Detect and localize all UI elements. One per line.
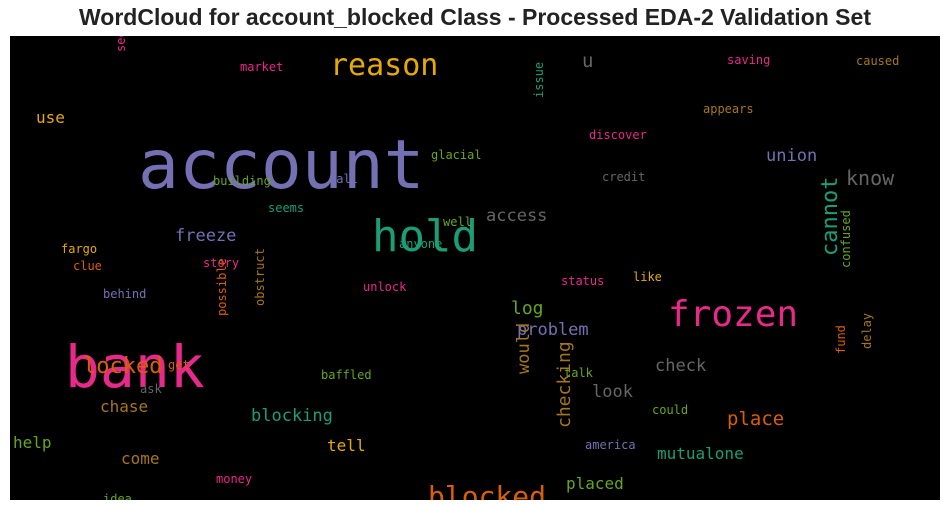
wordcloud-canvas: account bank hold frozen reason blocked cannot… (10, 36, 940, 500)
word-look: look (592, 382, 633, 402)
word-idea: idea (103, 492, 132, 500)
word-placed: placed (566, 474, 624, 493)
word-like: like (633, 270, 662, 284)
word-appears: appears (703, 102, 754, 116)
word-fund: fund (834, 325, 848, 354)
word-caused: caused (856, 54, 899, 68)
word-blocked: blocked (428, 480, 546, 500)
word-story: story (203, 256, 239, 270)
word-union: union (766, 146, 817, 166)
word-discover: discover (589, 128, 647, 142)
wordcloud-svg: account bank hold frozen reason blocked cannot… (13, 36, 899, 500)
word-seems: seems (268, 201, 304, 215)
word-behind: behind (103, 287, 146, 301)
word-building: building (213, 174, 271, 188)
word-cannot: cannot (818, 177, 843, 256)
word-bank: bank (65, 333, 205, 401)
word-confused: confused (839, 210, 853, 268)
word-see: see (114, 36, 128, 52)
word-check: check (655, 356, 706, 376)
word-place: place (727, 408, 784, 430)
word-would: would (514, 323, 534, 374)
word-freeze: freeze (175, 226, 236, 246)
word-account: account (138, 126, 425, 205)
word-come: come (121, 449, 160, 468)
word-know: know (846, 166, 895, 190)
word-status: status (561, 274, 604, 288)
word-america: america (585, 438, 636, 452)
word-well: well (443, 215, 472, 229)
word-access: access (486, 206, 547, 226)
word-chase: chase (100, 397, 148, 416)
word-problem: problem (517, 320, 589, 340)
word-clue: clue (73, 259, 102, 273)
word-possible: possible (215, 258, 229, 316)
word-get: get (168, 358, 190, 372)
chart-title: WordCloud for account_blocked Class - Pr… (79, 4, 871, 30)
word-unlock: unlock (363, 280, 407, 294)
word-locked: locked (83, 354, 162, 379)
word-baffled: baffled (321, 368, 372, 382)
word-glacial: glacial (431, 148, 482, 162)
word-obstruct: obstruct (253, 248, 267, 306)
word-mutualone: mutualone (657, 444, 744, 463)
word-credit: credit (602, 170, 645, 184)
word-issue: issue (532, 62, 546, 98)
word-could: could (652, 403, 688, 417)
word-market: market (240, 60, 283, 74)
word-help: help (13, 433, 52, 452)
word-checking: checking (554, 341, 575, 428)
word-blocking: blocking (251, 406, 333, 426)
word-anyone: anyone (399, 237, 442, 251)
word-call: call (329, 172, 358, 186)
word-frozen: frozen (668, 294, 798, 335)
word-tell: tell (327, 436, 366, 455)
word-money: money (216, 472, 252, 486)
word-talk: talk (564, 366, 594, 380)
word-ask: ask (140, 382, 162, 396)
word-use: use (36, 108, 65, 127)
word-hold: hold (372, 211, 478, 262)
word-fargo: fargo (61, 242, 97, 256)
word-saving: saving (727, 53, 770, 67)
word-reason: reason (330, 48, 438, 83)
word-delay: delay (860, 313, 874, 349)
word-log: log (511, 298, 544, 319)
word-u: u (582, 50, 593, 72)
